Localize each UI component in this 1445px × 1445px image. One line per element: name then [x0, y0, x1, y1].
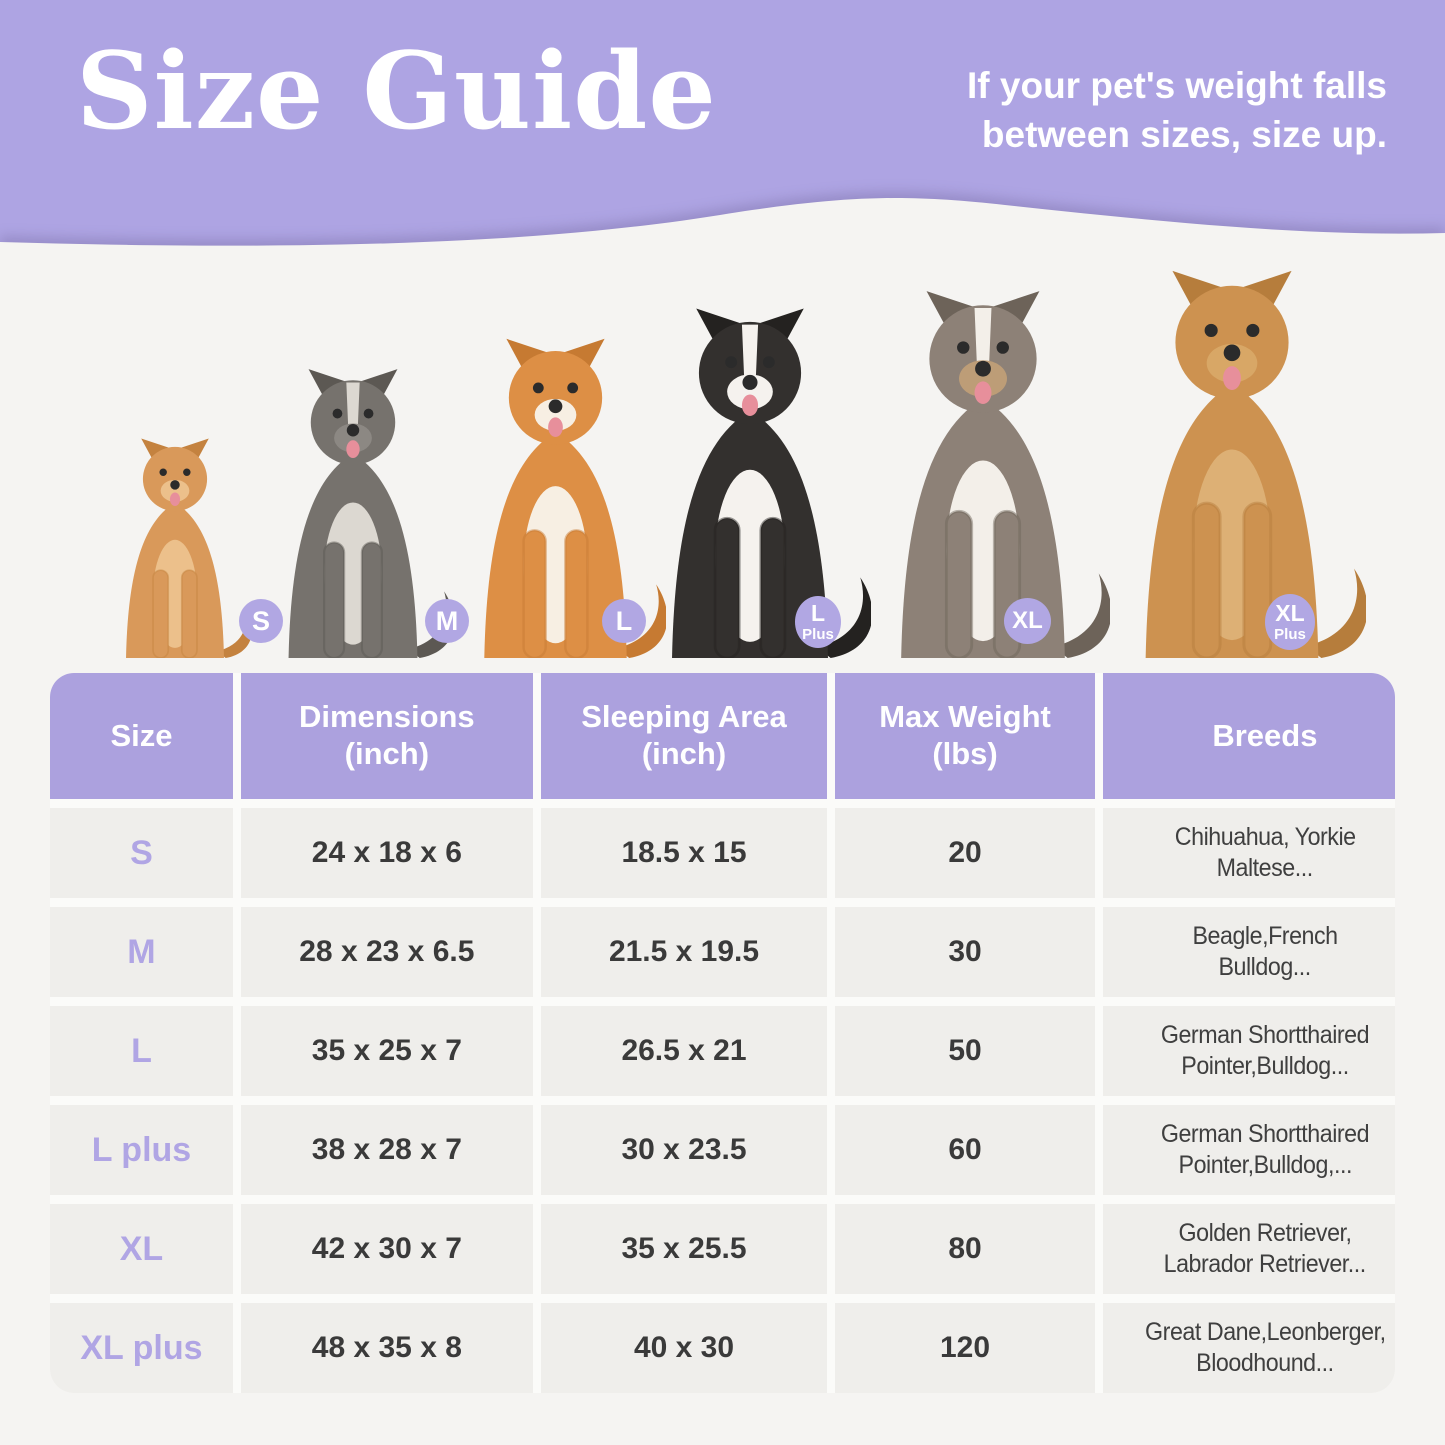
cell-size: M — [50, 907, 233, 997]
cell-max-weight: 120 — [835, 1303, 1095, 1393]
dog-photo-pomeranian — [99, 438, 251, 658]
breeds-line: German Shortthaired — [1160, 1020, 1370, 1049]
header-line: Max Weight — [879, 699, 1051, 735]
breeds-line: Beagle,French — [1192, 921, 1338, 950]
cell-size: L — [50, 1006, 233, 1096]
sizing-advice-line1: If your pet's weight falls — [967, 65, 1387, 106]
col-header-breeds: Breeds — [1102, 673, 1395, 799]
breeds-line: Maltese... — [1216, 854, 1314, 882]
dog-photo-golden-retriever — [1098, 270, 1366, 658]
dog-photo-french-bulldog — [253, 368, 453, 658]
page-title: Size Guide — [76, 28, 717, 153]
cell-sleeping-area: 40 x 30 — [540, 1303, 828, 1393]
col-header-size: Size — [50, 673, 233, 799]
breeds-line: Pointer,Bulldog,... — [1178, 1151, 1352, 1179]
cell-breeds: German Shortthaired Pointer,Bulldog,... — [1102, 1105, 1395, 1195]
header-line: Sleeping Area — [581, 699, 787, 735]
badge-label: S — [251, 605, 270, 636]
header-line: (lbs) — [932, 736, 998, 771]
cell-max-weight: 60 — [835, 1105, 1095, 1195]
cell-sleeping-area: 21.5 x 19.5 — [540, 907, 828, 997]
size-guide-table: Size Dimensions (inch) Sleeping Area (inch… — [50, 673, 1395, 1393]
header-line: (inch) — [641, 736, 727, 771]
cell-sleeping-area: 26.5 x 21 — [540, 1006, 828, 1096]
cell-max-weight: 20 — [835, 808, 1095, 898]
size-badge-xl: XL — [1004, 598, 1051, 644]
breeds-line: Chihuahua, Yorkie — [1174, 822, 1356, 851]
header-line: (inch) — [344, 736, 430, 771]
badge-sublabel: Plus — [1274, 626, 1306, 643]
cell-max-weight: 30 — [835, 907, 1095, 997]
breeds-line: Labrador Retriever... — [1163, 1250, 1367, 1278]
size-badge-m: M — [425, 599, 469, 643]
header-line: Breeds — [1212, 717, 1318, 753]
cell-size: S — [50, 808, 233, 898]
col-header-max-weight: Max Weight (lbs) — [835, 673, 1095, 799]
badge-label: XL — [1012, 607, 1043, 634]
breeds-line: Pointer,Bulldog... — [1181, 1052, 1349, 1080]
cell-breeds: Chihuahua, Yorkie Maltese... — [1102, 808, 1395, 898]
breeds-line: German Shortthaired — [1160, 1119, 1370, 1148]
cell-breeds: Great Dane,Leonberger, Bloodhound... — [1102, 1303, 1395, 1393]
size-badge-l: L — [602, 599, 646, 643]
header-line: Dimensions — [298, 699, 475, 735]
cell-dimensions: 38 x 28 x 7 — [240, 1105, 533, 1195]
breeds-line: Great Dane,Leonberger, — [1144, 1317, 1386, 1346]
breeds-line: Bloodhound... — [1196, 1349, 1334, 1377]
cell-dimensions: 42 x 30 x 7 — [240, 1204, 533, 1294]
cell-size: L plus — [50, 1105, 233, 1195]
cell-breeds: Golden Retriever, Labrador Retriever... — [1102, 1204, 1395, 1294]
cell-sleeping-area: 30 x 23.5 — [540, 1105, 828, 1195]
col-header-sleeping-area: Sleeping Area (inch) — [540, 673, 828, 799]
col-header-dimensions: Dimensions (inch) — [240, 673, 533, 799]
badge-label: M — [435, 605, 459, 636]
breeds-line: Bulldog... — [1218, 953, 1312, 981]
badge-label: L — [810, 600, 826, 626]
cell-dimensions: 48 x 35 x 8 — [240, 1303, 533, 1393]
sizing-advice-note: If your pet's weight falls between sizes… — [967, 62, 1387, 160]
badge-sublabel: Plus — [802, 626, 834, 643]
banner-wave-background — [0, 0, 1445, 300]
cell-size: XL — [50, 1204, 233, 1294]
cell-max-weight: 50 — [835, 1006, 1095, 1096]
badge-label: L — [615, 605, 633, 636]
cell-dimensions: 35 x 25 x 7 — [240, 1006, 533, 1096]
dog-photo-australian-shepherd — [856, 290, 1110, 658]
breeds-line: Golden Retriever, — [1178, 1218, 1352, 1247]
cell-breeds: Beagle,French Bulldog... — [1102, 907, 1395, 997]
cell-breeds: German Shortthaired Pointer,Bulldog... — [1102, 1006, 1395, 1096]
cell-sleeping-area: 18.5 x 15 — [540, 808, 828, 898]
cell-size: XL plus — [50, 1303, 233, 1393]
cell-dimensions: 24 x 18 x 6 — [240, 808, 533, 898]
header-line: Size — [110, 717, 173, 753]
cell-dimensions: 28 x 23 x 6.5 — [240, 907, 533, 997]
cell-max-weight: 80 — [835, 1204, 1095, 1294]
sizing-advice-line2: between sizes, size up. — [981, 113, 1387, 155]
size-badge-s: S — [239, 599, 283, 643]
size-badge-xl-plus: XL Plus — [1265, 594, 1315, 650]
badge-label: XL — [1275, 600, 1305, 626]
size-badge-l-plus: L Plus — [795, 596, 841, 648]
cell-sleeping-area: 35 x 25.5 — [540, 1204, 828, 1294]
